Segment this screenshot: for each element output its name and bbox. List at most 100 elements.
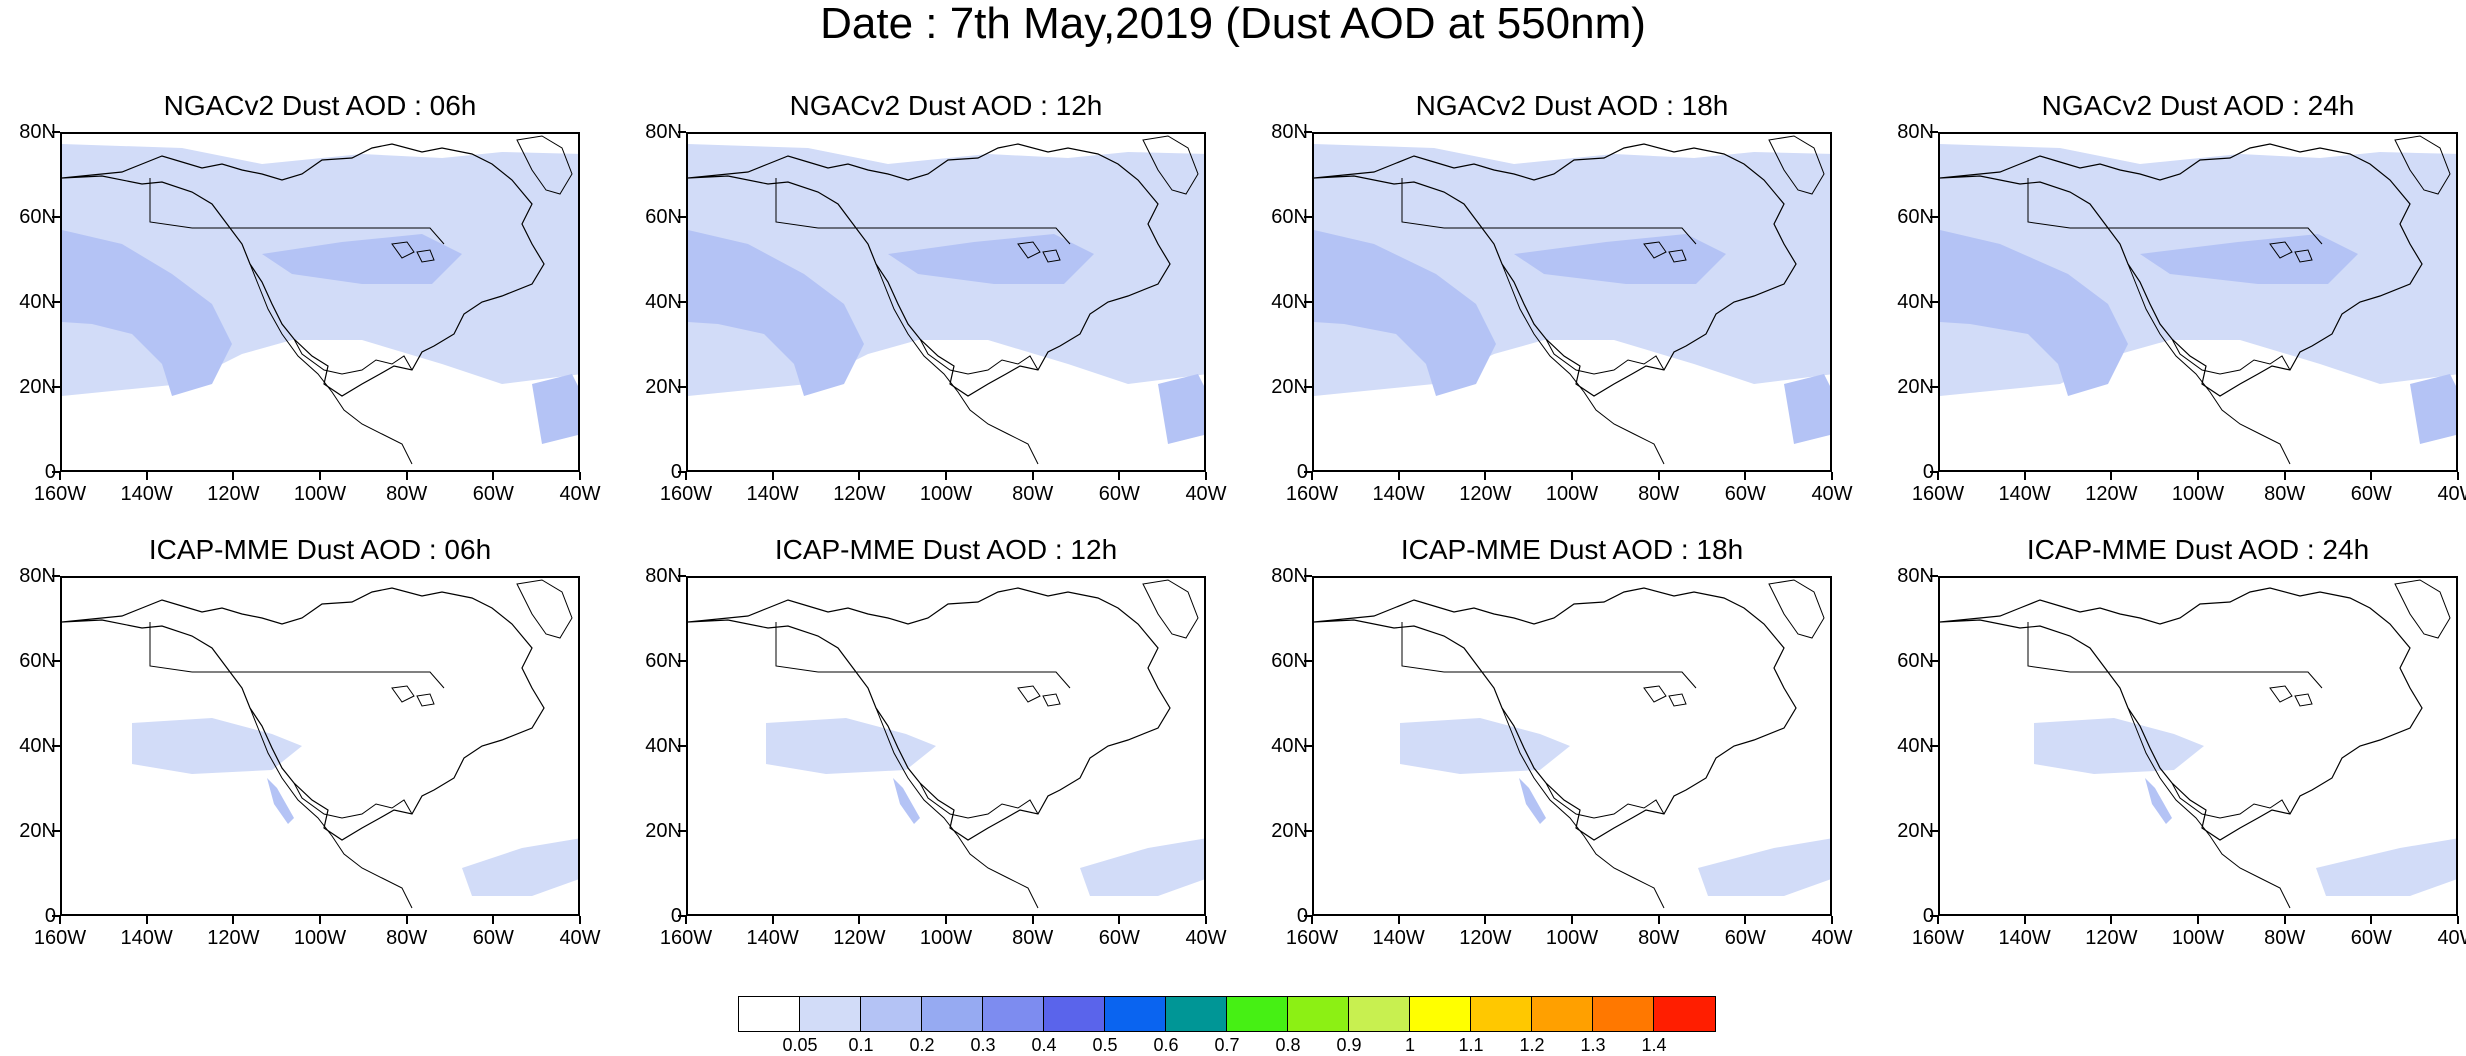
lat-tick	[1304, 915, 1312, 917]
lon-tick	[1744, 472, 1747, 480]
coastline	[62, 587, 545, 841]
lat-label: 20N	[645, 376, 682, 398]
lon-label: 80W	[1638, 483, 1680, 505]
lat-tick	[1304, 660, 1312, 662]
lon-label: 100W	[2171, 483, 2225, 505]
lon-label: 100W	[293, 483, 347, 505]
lat-label: 20N	[1271, 820, 1308, 842]
lat-label: 0	[670, 905, 682, 927]
aod-shading	[688, 230, 864, 396]
lon-tick	[1311, 916, 1313, 924]
lat-tick	[678, 830, 686, 832]
lon-tick	[1571, 472, 1573, 480]
lon-label: 140W	[120, 483, 173, 505]
country-border	[2027, 622, 2323, 689]
lon-label: 40W	[2437, 927, 2466, 949]
lat-label: 40N	[645, 735, 682, 757]
lat-label: 40N	[1271, 735, 1308, 757]
lat-label: 0	[1922, 461, 1934, 483]
lon-tick	[2197, 472, 2199, 480]
lon-label: 160W	[33, 927, 87, 949]
panel-title: ICAP-MME Dust AOD : 06h	[148, 534, 492, 565]
colorbar-label: 0.4	[1031, 1035, 1057, 1055]
lat-label: 20N	[1897, 820, 1934, 842]
lon-label: 60W	[1724, 483, 1766, 505]
lon-label: 160W	[1285, 483, 1339, 505]
colorbar-label: 0.6	[1153, 1035, 1179, 1055]
lon-label: 80W	[1012, 483, 1054, 505]
lat-tick	[52, 386, 60, 388]
coastline	[1501, 263, 1665, 465]
lake-outline	[1017, 685, 1061, 707]
aod-shading	[1698, 838, 1830, 896]
coastline	[1940, 143, 2423, 397]
lon-label: 80W	[2264, 927, 2306, 949]
lat-tick	[1930, 915, 1938, 917]
lon-tick	[1937, 472, 1939, 480]
coastline	[919, 782, 1039, 819]
colorbar-box	[1593, 997, 1654, 1031]
lat-tick	[678, 386, 686, 388]
colorbar-label: 0.7	[1214, 1035, 1240, 1055]
lon-tick	[1397, 472, 1400, 480]
lat-tick	[678, 660, 686, 662]
colorbar-box	[983, 997, 1044, 1031]
lon-tick	[945, 916, 947, 924]
lon-label: 120W	[2085, 483, 2138, 505]
lat-tick	[52, 471, 60, 473]
lake-outline	[1643, 685, 1687, 707]
lon-label: 120W	[207, 483, 260, 505]
lon-tick	[771, 472, 774, 480]
lon-label: 40W	[1185, 927, 1227, 949]
lat-label: 0	[670, 461, 682, 483]
lat-label: 80N	[1897, 565, 1934, 587]
coastline	[1545, 338, 1665, 375]
panel-title: ICAP-MME Dust AOD : 24h	[2026, 534, 2370, 565]
map-plot-area	[1312, 576, 1832, 916]
lon-tick	[59, 472, 61, 480]
lon-label: 40W	[2437, 483, 2466, 505]
colorbar-box	[1410, 997, 1471, 1031]
lat-label: 40N	[1897, 735, 1934, 757]
lat-label: 40N	[19, 735, 56, 757]
lon-label: 120W	[2085, 927, 2138, 949]
colorbar-label: 0.5	[1092, 1035, 1118, 1055]
aod-map	[1314, 135, 1830, 465]
colorbar-label: 0.2	[909, 1035, 935, 1055]
map-plot-area	[1938, 576, 2458, 916]
colorbar-label: 0.9	[1336, 1035, 1362, 1055]
lat-tick	[1930, 575, 1938, 577]
colorbar-box	[1532, 997, 1593, 1031]
lon-tick	[2457, 916, 2459, 924]
lat-tick	[1304, 216, 1312, 218]
lat-tick	[1930, 386, 1938, 388]
aod-shading	[1080, 838, 1204, 896]
colorbar-label: 0.1	[848, 1035, 874, 1055]
lat-tick	[1304, 301, 1312, 303]
lat-label: 60N	[19, 206, 56, 228]
lat-tick	[678, 915, 686, 917]
colorbar	[738, 996, 1716, 1032]
lat-label: 20N	[1271, 376, 1308, 398]
lat-tick	[52, 301, 60, 303]
aod-map	[1314, 579, 1830, 909]
lon-label: 140W	[746, 927, 799, 949]
lon-tick	[579, 472, 581, 480]
aod-shading	[267, 778, 294, 824]
lon-tick	[579, 916, 581, 924]
lon-tick	[145, 472, 148, 480]
lat-label: 80N	[19, 565, 56, 587]
colorbar-box	[1654, 997, 1715, 1031]
greenland-outline	[2394, 135, 2451, 195]
lake-outline	[391, 685, 435, 707]
coastline	[1501, 707, 1665, 909]
lon-tick	[405, 472, 408, 480]
lon-tick	[1744, 916, 1747, 924]
country-border	[2027, 178, 2323, 245]
lon-tick	[2023, 916, 2026, 924]
lon-label: 120W	[207, 927, 260, 949]
aod-shading	[893, 778, 920, 824]
greenland-outline	[2394, 579, 2451, 639]
lon-tick	[1205, 472, 1207, 480]
map-plot-area	[1312, 132, 1832, 472]
